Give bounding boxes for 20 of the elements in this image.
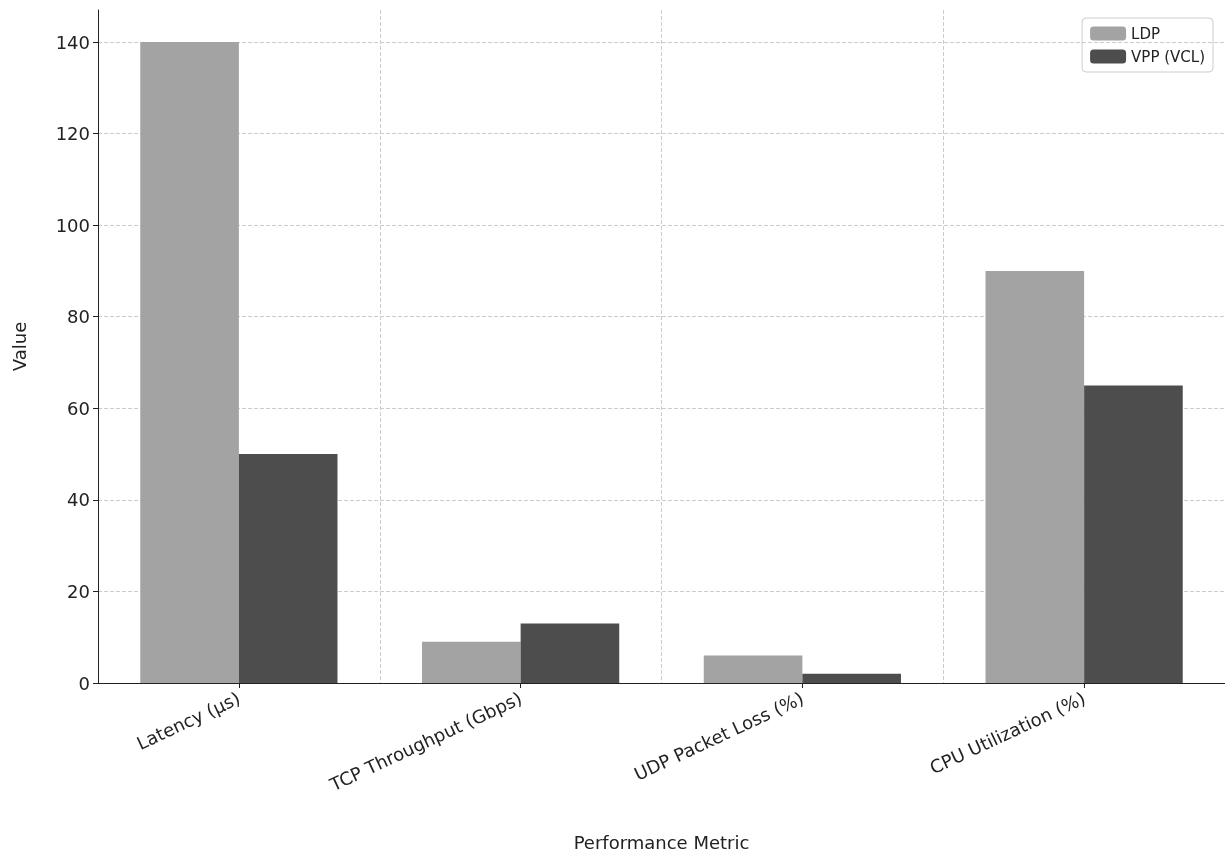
y-tick-label: 0 (78, 672, 90, 694)
y-tick-label: 60 (67, 397, 90, 419)
bar (238, 454, 338, 683)
bar (140, 42, 239, 683)
bar (1084, 385, 1183, 683)
legend-label: LDP (1131, 24, 1161, 43)
legend-label: VPP (VCL) (1131, 47, 1206, 66)
bar (802, 673, 901, 683)
y-tick-label: 100 (55, 214, 90, 236)
y-tick-label: 20 (67, 580, 90, 602)
y-tick-label: 40 (67, 489, 90, 511)
x-axis-title: Performance Metric (573, 831, 750, 853)
bar (422, 641, 521, 683)
y-axis-title: Value (8, 321, 30, 372)
bar (985, 270, 1085, 683)
y-tick-label: 140 (55, 31, 90, 53)
y-tick-label: 80 (67, 306, 90, 328)
bar (703, 655, 803, 683)
y-tick-label: 120 (55, 123, 90, 145)
bar (520, 623, 620, 683)
